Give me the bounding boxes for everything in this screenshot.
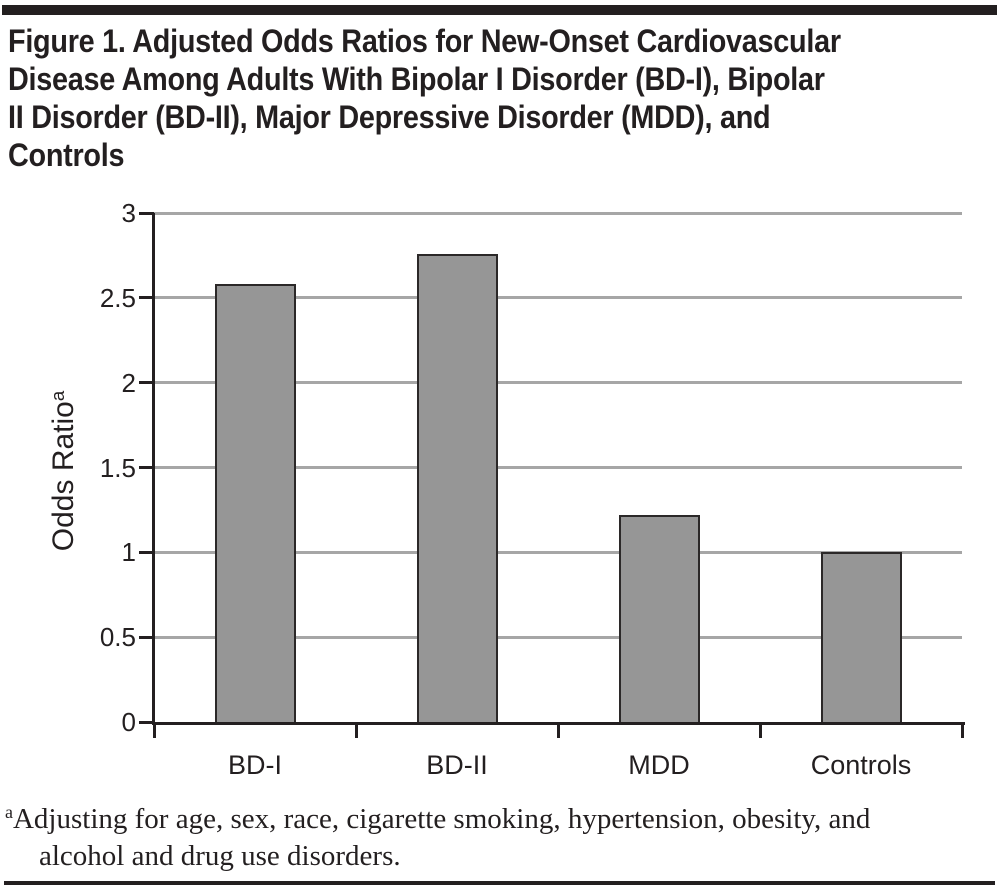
y-axis-tick [139, 720, 154, 724]
y-axis-line [152, 213, 155, 725]
gridline [154, 296, 962, 300]
y-tick-label: 2.5 [99, 282, 136, 313]
y-tick-label: 1 [121, 537, 136, 568]
footnote-marker: a [5, 802, 13, 823]
gridline [154, 635, 962, 639]
y-axis-tick [139, 296, 154, 300]
y-tick-label: 2 [121, 367, 136, 398]
y-tick-label: 0.5 [99, 622, 136, 653]
footnote-line: aAdjusting for age, sex, race, cigarette… [5, 802, 995, 839]
y-tick-label: 3 [121, 198, 136, 228]
footnote-text: Adjusting for age, sex, race, cigarette … [12, 803, 871, 835]
bar [214, 284, 296, 725]
gridline [154, 466, 962, 469]
figure-title-line: Controls [8, 137, 125, 173]
y-axis-tick [139, 381, 154, 385]
bar [820, 552, 902, 725]
x-axis-tick [556, 725, 560, 738]
y-tick-label: 0 [121, 707, 136, 737]
footnote: aAdjusting for age, sex, race, cigarette… [5, 802, 995, 873]
gridline [154, 550, 962, 554]
x-tick-label: Controls [810, 750, 912, 780]
bottom-rule [4, 881, 995, 885]
footnote-line: alcohol and drug use disorders. [39, 840, 401, 872]
y-tick-label: 1.5 [99, 452, 136, 483]
bar [416, 253, 498, 725]
figure-title-line: Figure 1. Adjusted Odds Ratios for New-O… [8, 23, 841, 59]
gridline [154, 381, 962, 385]
y-axis-tick [139, 550, 154, 554]
gridline [154, 211, 962, 215]
x-axis-tick [758, 725, 762, 738]
x-axis-tick [354, 725, 358, 738]
x-axis-line [152, 722, 965, 725]
x-tick-label: BD-II [426, 750, 488, 780]
figure-title-line: II Disorder (BD-II), Major Depressive Di… [8, 99, 771, 135]
y-axis-tick [139, 211, 154, 215]
figure-title-line: Disease Among Adults With Bipolar I Diso… [8, 61, 825, 97]
x-axis-tick [960, 725, 964, 738]
x-tick-label: MDD [628, 750, 690, 780]
top-rule [2, 5, 997, 15]
x-axis-tick [152, 725, 156, 738]
bar [618, 515, 700, 725]
y-axis-tick [139, 635, 154, 639]
x-tick-label: BD-I [228, 750, 282, 780]
figure-title: Figure 1. Adjusted Odds Ratios for New-O… [8, 22, 999, 174]
y-axis-tick [139, 466, 154, 469]
